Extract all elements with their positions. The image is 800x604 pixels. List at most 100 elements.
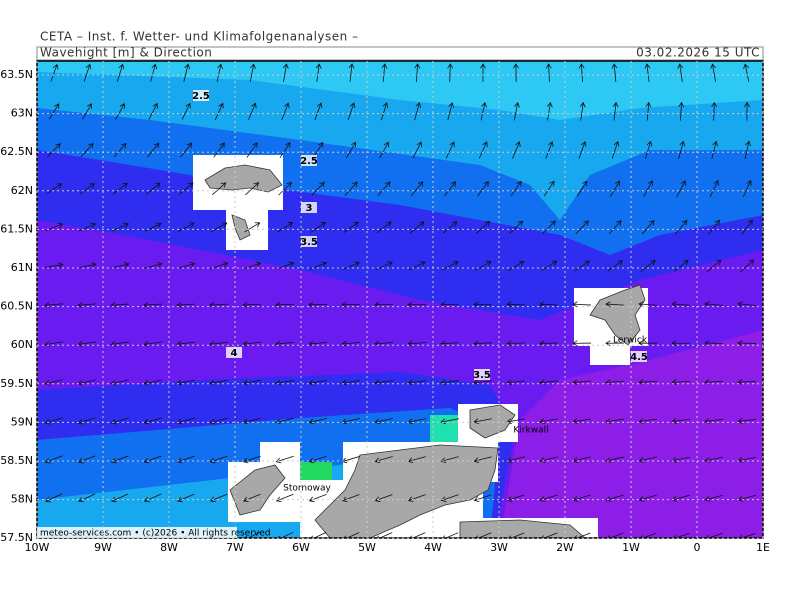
arrow bbox=[578, 141, 587, 159]
contour-label: 3.5 bbox=[300, 237, 318, 248]
lat-label: 61.5N bbox=[0, 222, 33, 235]
arrow bbox=[737, 418, 756, 424]
arrow bbox=[180, 142, 193, 158]
lat-label: 59N bbox=[11, 415, 33, 428]
arrow bbox=[275, 340, 294, 347]
arrow bbox=[671, 340, 691, 347]
arrow bbox=[82, 103, 93, 120]
arrow bbox=[572, 340, 592, 347]
arrow bbox=[477, 180, 489, 197]
arrow bbox=[111, 262, 130, 269]
arrow bbox=[177, 493, 195, 503]
contour-label-bg bbox=[301, 202, 317, 213]
arrow bbox=[576, 180, 588, 197]
arrow bbox=[513, 102, 520, 121]
arrow bbox=[78, 493, 96, 503]
arrow bbox=[506, 340, 526, 347]
contour-label: 3.5 bbox=[473, 370, 491, 381]
lon-label: 7W bbox=[226, 541, 244, 554]
arrow bbox=[375, 261, 393, 271]
arrow bbox=[611, 140, 620, 159]
arrow bbox=[249, 63, 256, 82]
arrow bbox=[246, 142, 258, 158]
arrow bbox=[116, 63, 125, 82]
date: 03.02.2026 15 UTC bbox=[636, 46, 760, 60]
arrow bbox=[346, 141, 357, 159]
contour-label: 4 bbox=[231, 348, 238, 359]
arrow bbox=[276, 261, 295, 270]
arrow bbox=[640, 532, 657, 538]
arrow bbox=[409, 221, 425, 234]
lat-label: 58.5N bbox=[0, 454, 33, 467]
arrow bbox=[308, 301, 328, 308]
arrow bbox=[444, 181, 457, 197]
copyright-box bbox=[37, 527, 237, 538]
arrow bbox=[50, 63, 59, 82]
lon-label: 10W bbox=[25, 541, 50, 554]
arrow bbox=[541, 260, 558, 272]
arrow bbox=[742, 179, 752, 198]
arrow bbox=[645, 101, 652, 121]
arrow bbox=[612, 101, 619, 121]
lat-label: 58N bbox=[11, 493, 33, 506]
arrow bbox=[248, 102, 257, 121]
arrow bbox=[480, 63, 486, 83]
contour-label-bg bbox=[301, 155, 317, 166]
lon-label: 0 bbox=[694, 541, 701, 554]
place-label: Lerwick bbox=[613, 336, 648, 346]
contour-label-bg bbox=[474, 369, 490, 380]
arrow bbox=[343, 532, 360, 538]
arrow bbox=[539, 418, 558, 425]
arrow bbox=[112, 182, 128, 195]
lat-label: 61N bbox=[11, 261, 33, 274]
lat-label: 63N bbox=[11, 107, 33, 120]
arrow bbox=[46, 183, 63, 195]
lat-label: 62.5N bbox=[0, 145, 33, 158]
arrow bbox=[611, 63, 618, 82]
contour-label-bg bbox=[631, 351, 647, 362]
arrow bbox=[607, 532, 624, 538]
arrow bbox=[80, 142, 94, 158]
arrow bbox=[213, 142, 225, 158]
arrow bbox=[183, 63, 191, 82]
arrow bbox=[671, 418, 690, 424]
arrow bbox=[341, 494, 360, 503]
arrow bbox=[738, 532, 756, 538]
arrow bbox=[374, 379, 393, 386]
arrow bbox=[508, 260, 525, 271]
lat-label: 57.5N bbox=[0, 531, 33, 544]
arrow bbox=[177, 261, 196, 269]
arrow bbox=[440, 456, 459, 464]
arrow bbox=[308, 379, 327, 386]
arrow bbox=[281, 102, 290, 121]
arrow bbox=[678, 140, 686, 159]
arrow bbox=[242, 340, 261, 347]
arrow bbox=[214, 102, 224, 120]
arrow bbox=[674, 219, 688, 235]
contour-label: 2.5 bbox=[300, 156, 318, 167]
lon-label: 4W bbox=[424, 541, 442, 554]
arrow bbox=[506, 494, 525, 502]
arrow bbox=[310, 532, 327, 538]
lon-label: 2W bbox=[556, 541, 574, 554]
arrow bbox=[315, 63, 322, 82]
arrow bbox=[506, 379, 525, 386]
contour-label: 2.5 bbox=[192, 91, 210, 102]
arrow bbox=[709, 180, 719, 198]
arrow bbox=[407, 379, 426, 386]
arrow bbox=[347, 102, 356, 121]
arrow bbox=[377, 181, 391, 196]
arrow bbox=[678, 101, 685, 121]
arrow bbox=[341, 340, 361, 347]
place-label: Stornoway bbox=[283, 484, 331, 494]
arrow bbox=[343, 221, 359, 233]
arrow bbox=[512, 63, 519, 83]
arrow bbox=[543, 180, 555, 197]
arrow bbox=[605, 379, 625, 386]
arrow bbox=[348, 63, 355, 82]
arrow bbox=[242, 455, 261, 464]
arrow bbox=[148, 102, 158, 120]
frame bbox=[36, 60, 764, 539]
arrow bbox=[279, 142, 291, 158]
arrow bbox=[605, 418, 624, 425]
